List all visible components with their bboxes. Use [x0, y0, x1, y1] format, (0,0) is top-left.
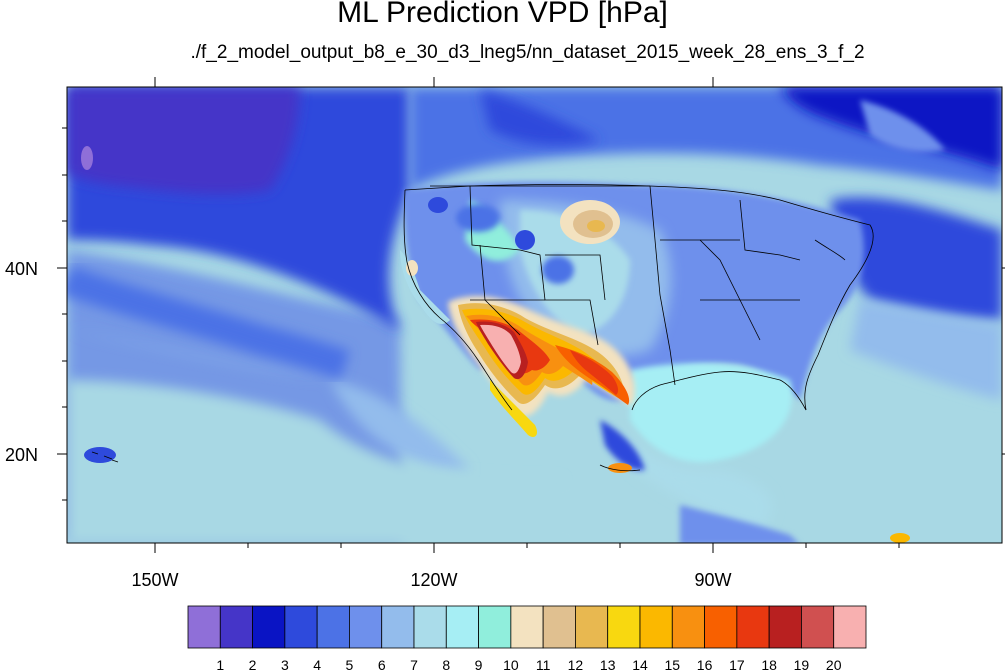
map-title: ML Prediction VPD [hPa] — [337, 0, 668, 29]
x-label-120w: 120W — [410, 570, 457, 590]
colorbar-tick-label: 11 — [536, 657, 551, 672]
colorbar-tick-label: 4 — [313, 657, 321, 672]
colorbar-swatch — [187, 605, 221, 649]
colorbar-swatch — [349, 605, 383, 649]
colorbar-tick-label: 17 — [729, 657, 745, 672]
coastlines — [91, 184, 874, 472]
colorbar-swatch — [445, 605, 479, 649]
colorbar-swatch — [252, 605, 286, 649]
vpd-field — [67, 87, 1002, 543]
colorbar-tick-label: 9 — [475, 657, 483, 672]
colorbar-swatch — [381, 605, 415, 649]
y-label-20n: 20N — [5, 445, 38, 465]
colorbar-tick-label: 20 — [826, 657, 842, 672]
colorbar-tick-label: 8 — [442, 657, 450, 672]
colorbar-tick-label: 5 — [346, 657, 354, 672]
colorbar-swatch — [833, 605, 867, 649]
colorbar-swatch — [575, 605, 609, 649]
x-label-90w: 90W — [694, 570, 731, 590]
colorbar-swatch — [284, 605, 318, 649]
y-label-40n: 40N — [5, 259, 38, 279]
colorbar-tick-label: 1 — [216, 657, 224, 672]
map-subtitle: ./f_2_model_output_b8_e_30_d3_lneg5/nn_d… — [190, 42, 865, 63]
colorbar: 1 2 3 4 5 6 7 8 9 10 11 12 13 14 15 16 17 18 19 20 — [187, 605, 867, 672]
colorbar-tick-label: 15 — [664, 657, 680, 672]
colorbar-swatch — [671, 605, 705, 649]
colorbar-tick-label: 14 — [632, 657, 648, 672]
colorbar-tick-label: 6 — [378, 657, 386, 672]
colorbar-tick-label: 3 — [281, 657, 289, 672]
colorbar-swatch — [801, 605, 835, 649]
colorbar-tick-label: 7 — [410, 657, 418, 672]
colorbar-swatch — [607, 605, 641, 649]
colorbar-swatch — [736, 605, 770, 649]
colorbar-swatch — [316, 605, 350, 649]
axis-ticks — [57, 77, 1005, 553]
colorbar-tick-label: 18 — [761, 657, 777, 672]
colorbar-swatch — [413, 605, 447, 649]
colorbar-swatch — [704, 605, 738, 649]
colorbar-tick-label: 13 — [600, 657, 616, 672]
colorbar-swatch — [478, 605, 512, 649]
map-frame — [66, 86, 1003, 544]
colorbar-swatch — [219, 605, 253, 649]
colorbar-tick-label: 16 — [697, 657, 713, 672]
colorbar-swatch — [768, 605, 802, 649]
colorbar-tick-label: 2 — [249, 657, 257, 672]
colorbar-swatch — [542, 605, 576, 649]
x-label-150w: 150W — [131, 570, 178, 590]
colorbar-tick-label: 12 — [568, 657, 584, 672]
colorbar-swatch — [639, 605, 673, 649]
colorbar-tick-label: 19 — [794, 657, 810, 672]
colorbar-swatch — [510, 605, 544, 649]
colorbar-tick-label: 10 — [503, 657, 519, 672]
